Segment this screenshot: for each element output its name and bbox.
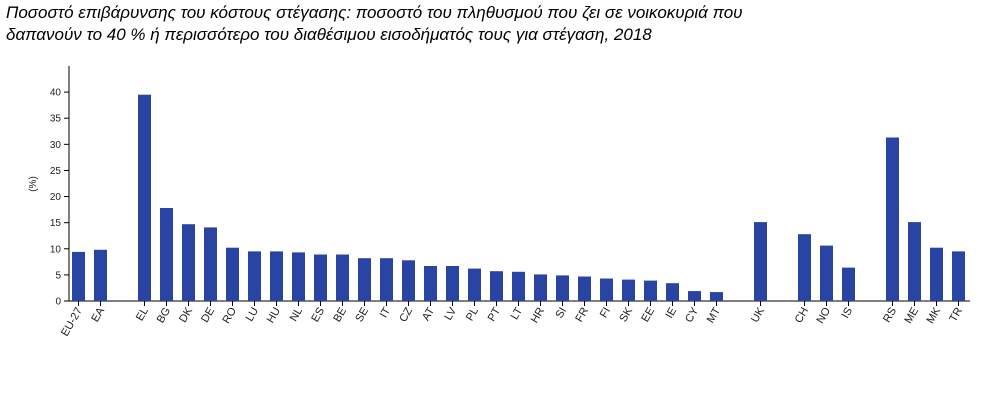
- bar-at: [424, 266, 437, 301]
- bar-it: [380, 258, 393, 301]
- x-tick-label-sk: SK: [617, 305, 635, 324]
- bar-me: [908, 222, 921, 301]
- bar-be: [336, 254, 349, 301]
- x-tick-label-tr: TR: [947, 305, 965, 324]
- x-tick-label-mk: MK: [924, 305, 943, 326]
- bar-lt: [512, 271, 525, 301]
- x-tick-label-no: NO: [814, 305, 833, 326]
- bar-cy: [688, 291, 701, 301]
- x-tick-label-lt: LT: [509, 305, 526, 322]
- x-tick-label-bg: BG: [155, 306, 173, 326]
- x-tick-label-it: IT: [378, 305, 393, 320]
- x-tick-label-mt: MT: [705, 305, 723, 325]
- bar-cz: [402, 260, 415, 301]
- bar-es: [314, 254, 327, 301]
- x-tick-label-lu: LU: [244, 305, 261, 323]
- x-tick-label-dk: DK: [177, 305, 195, 325]
- x-tick-label-pt: PT: [486, 305, 504, 323]
- x-tick-label-ea: EA: [89, 305, 107, 324]
- bar-ea: [94, 249, 107, 301]
- x-tick-label-es: ES: [309, 306, 327, 325]
- y-tick-label: 20: [50, 192, 62, 203]
- x-tick-label-ie: IE: [664, 306, 680, 321]
- y-tick-label: 30: [50, 140, 62, 151]
- bar-se: [358, 258, 371, 301]
- bar-bg: [160, 208, 173, 301]
- x-tick-label-uk: UK: [749, 305, 767, 325]
- x-tick-label-lv: LV: [442, 305, 459, 323]
- x-tick-label-eu-27: EU-27: [59, 306, 85, 339]
- bar-pt: [490, 271, 503, 301]
- bar-hr: [534, 274, 547, 301]
- y-tick-label: 35: [50, 114, 62, 125]
- x-tick-label-de: DE: [199, 306, 217, 325]
- bar-si: [556, 275, 569, 301]
- x-tick-label-ee: EE: [639, 306, 657, 325]
- bar-fr: [578, 276, 591, 301]
- bar-tr: [952, 251, 965, 301]
- y-tick-label: 15: [50, 218, 62, 229]
- bar-uk: [754, 222, 767, 301]
- y-tick-label: 5: [55, 270, 61, 281]
- x-tick-label-be: BE: [331, 306, 349, 325]
- x-tick-label-fr: FR: [573, 305, 591, 324]
- bar-lu: [248, 251, 261, 301]
- bars: [72, 94, 965, 301]
- x-tick-label-pl: PL: [464, 306, 481, 324]
- bar-mt: [710, 292, 723, 301]
- x-tick-label-me: ME: [902, 306, 921, 326]
- chart-title-line-2: δαπανούν το 40 % ή περισσότερο του διαθέ…: [6, 25, 652, 44]
- bar-el: [138, 94, 151, 301]
- x-tick-label-at: AT: [420, 305, 437, 323]
- x-axis: EU-27 EA EL BG DK DE RO LU HU NL ES BE SE IT CZ AT LV PL P…: [59, 300, 970, 339]
- bar-ro: [226, 247, 239, 301]
- x-tick-label-hu: HU: [265, 305, 283, 325]
- bar-ie: [666, 283, 679, 301]
- chart-title-line-1: Ποσοστό επιβάρυνσης του κόστους στέγασης…: [6, 3, 743, 22]
- x-tick-label-cy: CY: [683, 305, 701, 325]
- y-tick-label: 25: [50, 166, 62, 177]
- x-tick-label-cz: CZ: [397, 305, 415, 324]
- bar-no: [820, 245, 833, 301]
- y-axis: 0 5 10 15 20 25 30 35 40: [50, 66, 70, 308]
- y-tick-label: 10: [50, 244, 62, 255]
- x-tick-label-ch: CH: [793, 305, 811, 325]
- x-tick-label-ro: RO: [220, 305, 239, 326]
- bar-hu: [270, 251, 283, 301]
- x-tick-label-se: SE: [353, 306, 371, 325]
- x-tick-label-fi: FI: [598, 306, 613, 320]
- bar-rs: [886, 137, 899, 301]
- x-tick-label-rs: RS: [881, 306, 899, 325]
- x-tick-label-si: SI: [554, 306, 570, 321]
- x-tick-label-is: IS: [840, 306, 856, 321]
- chart-title: Ποσοστό επιβάρυνσης του κόστους στέγασης…: [6, 2, 966, 46]
- x-tick-label-nl: NL: [288, 306, 305, 324]
- bar-nl: [292, 252, 305, 301]
- bar-pl: [468, 268, 481, 301]
- bar-mk: [930, 247, 943, 301]
- bar-de: [204, 227, 217, 301]
- bar-sk: [622, 279, 635, 301]
- bar-eu-27: [72, 251, 85, 301]
- y-tick-label: 0: [55, 297, 61, 308]
- bar-dk: [182, 224, 195, 301]
- y-axis-label: (%): [28, 176, 39, 192]
- y-tick-label: 40: [50, 88, 62, 99]
- bar-fi: [600, 278, 613, 301]
- bar-ee: [644, 280, 657, 301]
- bar-is: [842, 267, 855, 301]
- bar-ch: [798, 234, 811, 301]
- x-tick-label-el: EL: [134, 306, 151, 324]
- bar-lv: [446, 266, 459, 301]
- x-tick-label-hr: HR: [529, 305, 547, 325]
